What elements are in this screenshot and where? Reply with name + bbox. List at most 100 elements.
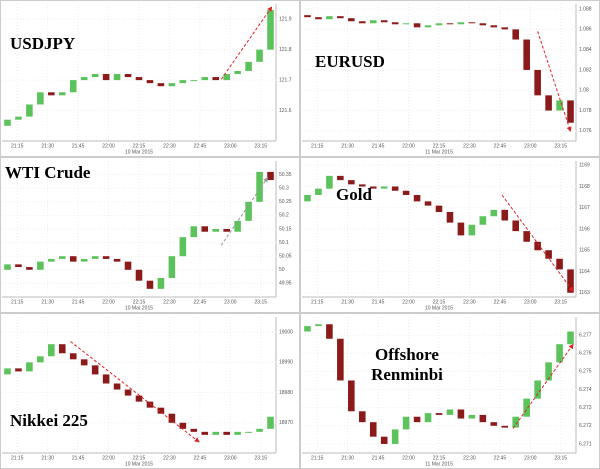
y-tick-label: 1165: [579, 248, 590, 254]
candle: [501, 209, 509, 221]
y-tick-label: 50.2: [279, 213, 289, 219]
candle: [4, 119, 11, 126]
panel-frame: [300, 157, 600, 313]
x-tick-label: 22:30: [163, 143, 176, 149]
candle: [190, 428, 198, 432]
x-tick-label: 23:00: [224, 299, 237, 305]
candle: [545, 250, 552, 259]
candle: [69, 353, 77, 360]
x-tick-label: 22:00: [402, 299, 415, 305]
candle: [348, 380, 355, 412]
candle: [256, 49, 263, 62]
candle: [479, 216, 487, 225]
candle: [348, 180, 355, 185]
candle: [15, 368, 22, 372]
candle: [304, 326, 311, 332]
x-tick-label: 23:00: [224, 143, 237, 149]
x-tick-label: 22:45: [194, 455, 207, 461]
candle: [267, 171, 274, 181]
x-tick-label: 23:00: [524, 455, 537, 461]
y-tick-label: 121.7: [279, 77, 292, 83]
candle: [556, 100, 563, 111]
candle: [315, 17, 322, 20]
candle: [80, 77, 88, 81]
x-tick-label: 21:30: [341, 143, 354, 149]
x-tick-label: 22:45: [194, 299, 207, 305]
y-tick-label: 121.9: [279, 17, 292, 23]
x-tick-label: 21:30: [41, 455, 54, 461]
candle: [15, 116, 22, 120]
candle: [91, 365, 99, 375]
x-tick-label: 21:45: [72, 299, 85, 305]
y-tick-label: 19000: [279, 329, 293, 335]
candle: [534, 241, 541, 251]
panel-frame: [0, 0, 300, 157]
trend-arrow: [70, 341, 200, 443]
candle: [26, 362, 33, 372]
candle: [326, 16, 333, 20]
candle: [326, 175, 333, 189]
candle: [567, 100, 574, 123]
x-tick-label: 22:30: [463, 143, 476, 149]
x-tick-label: 23:15: [255, 299, 268, 305]
x-tick-label: 22:15: [133, 299, 146, 305]
candle: [501, 27, 509, 30]
x-tick-label: 22:00: [102, 455, 115, 461]
candle: [58, 344, 66, 354]
y-tick-label: 18970: [279, 420, 293, 426]
x-tick-label: 22:30: [463, 299, 476, 305]
candle: [91, 256, 99, 259]
y-tick-label: 6.274: [579, 387, 592, 393]
candle: [304, 195, 311, 202]
y-tick-label: 50.05: [279, 254, 292, 260]
candle: [501, 425, 509, 428]
y-tick-label: 1.082: [579, 67, 592, 73]
x-tick-label: 21:15: [311, 455, 324, 461]
candle: [391, 22, 399, 25]
candle: [223, 431, 230, 435]
candle: [113, 383, 121, 390]
y-tick-label: 121.6: [279, 108, 292, 114]
candle: [402, 23, 410, 25]
candle: [380, 20, 388, 23]
date-label: 10 Mar 2015: [125, 305, 153, 311]
x-tick-label: 22:45: [494, 455, 507, 461]
x-tick-label: 22:30: [163, 299, 176, 305]
x-tick-label: 22:15: [133, 455, 146, 461]
candle: [512, 416, 520, 428]
candle: [135, 77, 143, 81]
candle: [523, 398, 530, 417]
candle: [223, 74, 230, 81]
x-tick-label: 21:15: [311, 299, 324, 305]
y-tick-label: 6.277: [579, 332, 592, 338]
x-tick-label: 21:15: [11, 455, 24, 461]
y-tick-label: 1164: [579, 269, 590, 275]
candle: [69, 256, 77, 262]
candle: [146, 401, 154, 408]
x-tick-label: 23:15: [555, 299, 568, 305]
y-tick-label: 1.078: [579, 108, 592, 114]
candle: [48, 258, 55, 262]
candle: [102, 374, 110, 384]
x-tick-label: 22:45: [494, 299, 507, 305]
candle: [413, 195, 421, 202]
candle: [69, 80, 77, 93]
candle: [113, 258, 121, 262]
y-tick-label: 121.8: [279, 47, 292, 53]
candle: [413, 416, 421, 423]
candle: [424, 201, 432, 206]
candle: [135, 395, 143, 402]
x-tick-label: 22:45: [494, 143, 507, 149]
candle: [201, 431, 209, 435]
x-tick-label: 21:30: [341, 299, 354, 305]
candle: [435, 23, 443, 26]
candle: [245, 431, 252, 433]
panel-frame: [300, 313, 600, 469]
x-tick-label: 21:15: [311, 143, 324, 149]
candle: [212, 229, 220, 232]
panel-title: EURUSD: [315, 52, 385, 71]
candle: [37, 261, 44, 270]
candle: [545, 362, 552, 381]
x-tick-label: 21:30: [41, 299, 54, 305]
